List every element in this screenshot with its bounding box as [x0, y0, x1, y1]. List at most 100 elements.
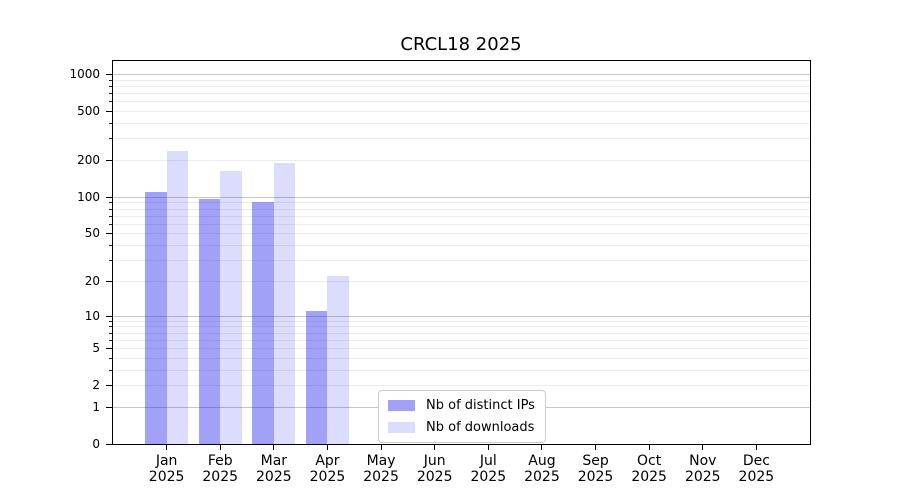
y-gridline-minor	[113, 137, 810, 139]
y-tick	[106, 406, 112, 408]
bar-distinct-ips	[145, 191, 167, 444]
x-tick-label-year: 2025	[470, 469, 507, 485]
x-tick-label: Jun 2025	[395, 453, 475, 485]
y-gridline-minor	[113, 320, 810, 322]
x-tick-label-year: 2025	[363, 469, 399, 485]
y-gridline-major	[113, 315, 810, 317]
x-tick-label-year: 2025	[416, 469, 453, 485]
x-tick-label-month: Dec	[742, 453, 770, 469]
y-minor-tick	[109, 325, 112, 327]
legend-item-distinct-ips: Nb of distinct IPs	[388, 397, 535, 414]
y-gridline-minor	[113, 369, 810, 371]
x-tick-label: Sep 2025	[556, 453, 636, 485]
x-tick-label-month: Nov	[689, 453, 717, 469]
y-minor-tick	[109, 92, 112, 94]
bar-distinct-ips	[198, 199, 221, 444]
x-tick	[166, 445, 168, 450]
y-gridline-minor	[113, 357, 810, 359]
x-tick-label-month: Apr	[315, 453, 340, 469]
x-tick	[487, 445, 489, 450]
y-minor-tick	[109, 320, 112, 322]
y-tick	[106, 347, 112, 349]
x-tick	[541, 445, 543, 450]
x-tick-label-year: 2025	[148, 469, 185, 485]
y-tick	[106, 110, 112, 112]
x-tick	[755, 445, 757, 450]
bar-downloads	[327, 276, 349, 444]
x-tick	[434, 445, 436, 450]
y-tick	[106, 315, 112, 317]
x-tick-label: Jul 2025	[448, 453, 528, 485]
x-tick	[380, 445, 382, 450]
x-tick-label-year: 2025	[524, 469, 560, 485]
y-minor-tick	[109, 223, 112, 225]
x-tick-label: Aug 2025	[502, 453, 582, 485]
y-minor-tick	[109, 208, 112, 210]
x-tick-label-month: May	[366, 453, 396, 469]
y-gridline-minor	[113, 201, 810, 203]
legend-item-downloads: Nb of downloads	[388, 419, 535, 436]
y-gridline-minor	[113, 232, 810, 234]
x-tick	[702, 445, 704, 450]
y-tick-label: 2	[92, 378, 100, 393]
x-tick	[326, 445, 328, 450]
y-gridline-minor	[113, 280, 810, 282]
y-minor-tick	[109, 137, 112, 139]
bar-distinct-ips	[305, 310, 328, 444]
y-tick-label: 0	[92, 437, 100, 451]
y-tick-label: 10	[84, 308, 100, 323]
legend-label-downloads: Nb of downloads	[426, 420, 535, 435]
y-gridline-major	[113, 73, 810, 75]
y-tick	[106, 280, 112, 282]
x-tick-label: Dec 2025	[716, 453, 796, 485]
x-tick-label-year: 2025	[631, 469, 667, 485]
x-tick	[648, 445, 650, 450]
y-tick-label: 500	[77, 104, 100, 119]
x-tick-label: Jan 2025	[127, 453, 207, 485]
y-tick	[106, 73, 112, 75]
y-gridline-minor	[113, 208, 810, 210]
x-tick-label: May 2025	[341, 453, 421, 485]
x-tick-label: Apr 2025	[287, 453, 367, 485]
y-gridline-minor	[113, 85, 810, 87]
y-gridline-minor	[113, 215, 810, 217]
y-tick-label: 200	[77, 153, 100, 168]
y-minor-tick	[109, 100, 112, 102]
y-tick-label: 5	[92, 341, 100, 356]
chart-title: CRCL18 2025	[400, 34, 522, 55]
y-minor-tick	[109, 201, 112, 203]
y-gridline-minor	[113, 79, 810, 81]
bar-downloads	[273, 162, 296, 444]
y-tick	[106, 159, 112, 161]
y-gridline-minor	[113, 384, 810, 386]
x-tick-label-year: 2025	[309, 469, 346, 485]
x-tick-label-month: Sep	[582, 453, 609, 469]
y-tick	[106, 232, 112, 234]
y-gridline-minor	[113, 92, 810, 94]
x-tick-label-year: 2025	[256, 469, 292, 485]
y-minor-tick	[109, 79, 112, 81]
y-gridline-minor	[113, 159, 810, 161]
x-tick	[219, 445, 221, 450]
bar-downloads	[220, 170, 242, 444]
y-tick-label: 1000	[69, 67, 100, 82]
x-tick	[273, 445, 275, 450]
y-minor-tick	[109, 332, 112, 334]
x-tick-label-month: Jan	[155, 453, 178, 469]
legend-swatch-distinct-ips	[388, 400, 415, 411]
y-tick	[106, 196, 112, 198]
y-tick-label: 1	[92, 399, 100, 414]
y-gridline-minor	[113, 259, 810, 261]
bar-downloads	[166, 150, 189, 444]
y-gridline-minor	[113, 122, 810, 124]
x-tick-label: Nov 2025	[663, 453, 743, 485]
y-gridline-minor	[113, 110, 810, 112]
plot-area	[112, 60, 811, 445]
y-minor-tick	[109, 244, 112, 246]
y-minor-tick	[109, 85, 112, 87]
y-tick	[106, 443, 112, 445]
x-tick-label-year: 2025	[202, 469, 239, 485]
bar-distinct-ips	[252, 201, 274, 444]
y-gridline-minor	[113, 332, 810, 334]
x-tick-label: Mar 2025	[234, 453, 314, 485]
